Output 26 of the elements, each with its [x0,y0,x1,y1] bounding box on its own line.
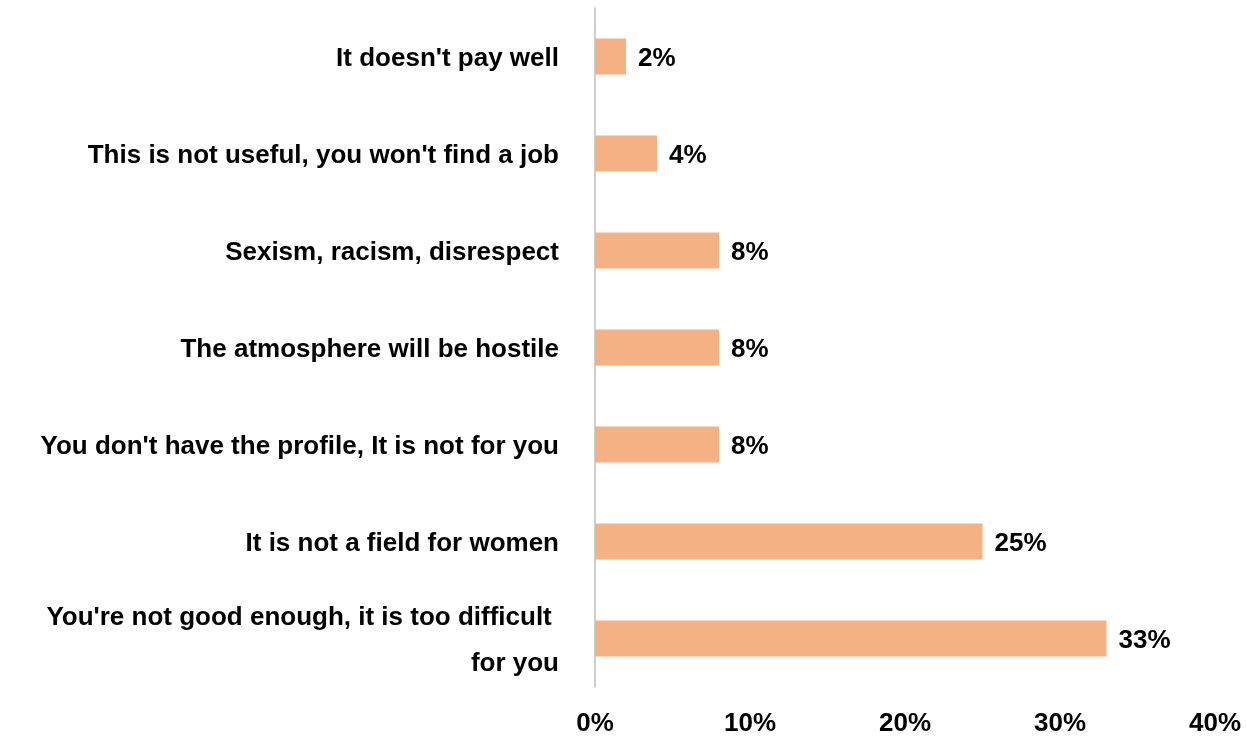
y-tick-label: It doesn't pay well [336,41,559,72]
y-tick-label: This is not useful, you won't find a job [87,138,559,169]
bar [595,135,657,172]
data-label: 8% [731,429,769,460]
data-label: 2% [638,41,676,72]
x-tick-label: 30% [1033,707,1087,737]
bar [595,426,719,463]
data-label: 25% [994,526,1047,557]
bar [595,523,983,560]
data-label: 4% [669,138,707,169]
y-tick-label: Sexism, racism, disrespect [225,235,560,266]
y-tick-label: You're not good enough, it is too difficult for you [46,600,559,677]
x-tick-label: 10% [723,707,777,737]
data-label: 8% [731,332,769,363]
bar [595,329,719,366]
bar [595,38,626,75]
data-label: 33% [1118,623,1171,654]
y-tick-label: The atmosphere will be hostile [180,332,559,363]
x-tick-label: 20% [878,707,932,737]
x-tick-label: 40% [1188,707,1242,737]
bar [595,620,1107,657]
bar [595,232,719,269]
y-tick-label: It is not a field for women [245,526,559,557]
data-label: 8% [731,235,769,266]
x-tick-label: 0% [576,707,614,737]
y-tick-label: You don't have the profile, It is not for you [40,429,559,460]
